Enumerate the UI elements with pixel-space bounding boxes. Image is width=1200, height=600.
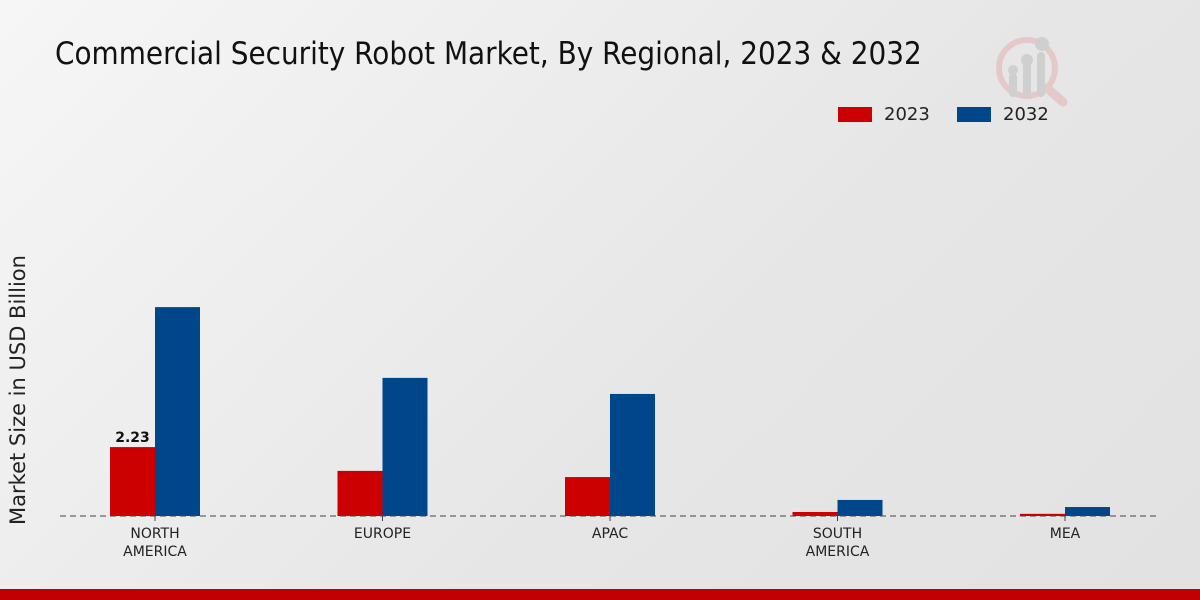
bar-2023-3 bbox=[792, 511, 838, 516]
bar-2032-1 bbox=[382, 377, 428, 516]
bar-2023-1 bbox=[337, 470, 383, 516]
x-tick-label: APAC bbox=[592, 526, 628, 542]
x-tick-label: EUROPE bbox=[354, 526, 411, 542]
bar-2023-2 bbox=[565, 477, 610, 516]
data-label: 2.23 bbox=[115, 430, 150, 446]
bar-2032-0 bbox=[155, 307, 200, 516]
bar-2032-3 bbox=[837, 499, 883, 516]
bar-2032-4 bbox=[1065, 507, 1110, 516]
chart-title: Commercial Security Robot Market, By Reg… bbox=[55, 36, 922, 72]
legend-label: 2032 bbox=[1003, 104, 1049, 125]
footer-bar bbox=[0, 589, 1200, 600]
x-tick-label: NORTH AMERICA bbox=[123, 526, 187, 560]
legend-item-2023: 2023 bbox=[838, 104, 930, 125]
bar-2023-4 bbox=[1020, 513, 1065, 516]
bar-2032-2 bbox=[610, 393, 655, 516]
legend-label: 2023 bbox=[884, 104, 930, 125]
x-tick-label: SOUTH AMERICA bbox=[806, 526, 870, 560]
bar-2023-0 bbox=[110, 447, 155, 516]
legend-swatch bbox=[838, 107, 872, 122]
legend-item-2032: 2032 bbox=[957, 104, 1049, 125]
x-tick-label: MEA bbox=[1050, 526, 1081, 542]
legend-swatch bbox=[957, 107, 991, 122]
